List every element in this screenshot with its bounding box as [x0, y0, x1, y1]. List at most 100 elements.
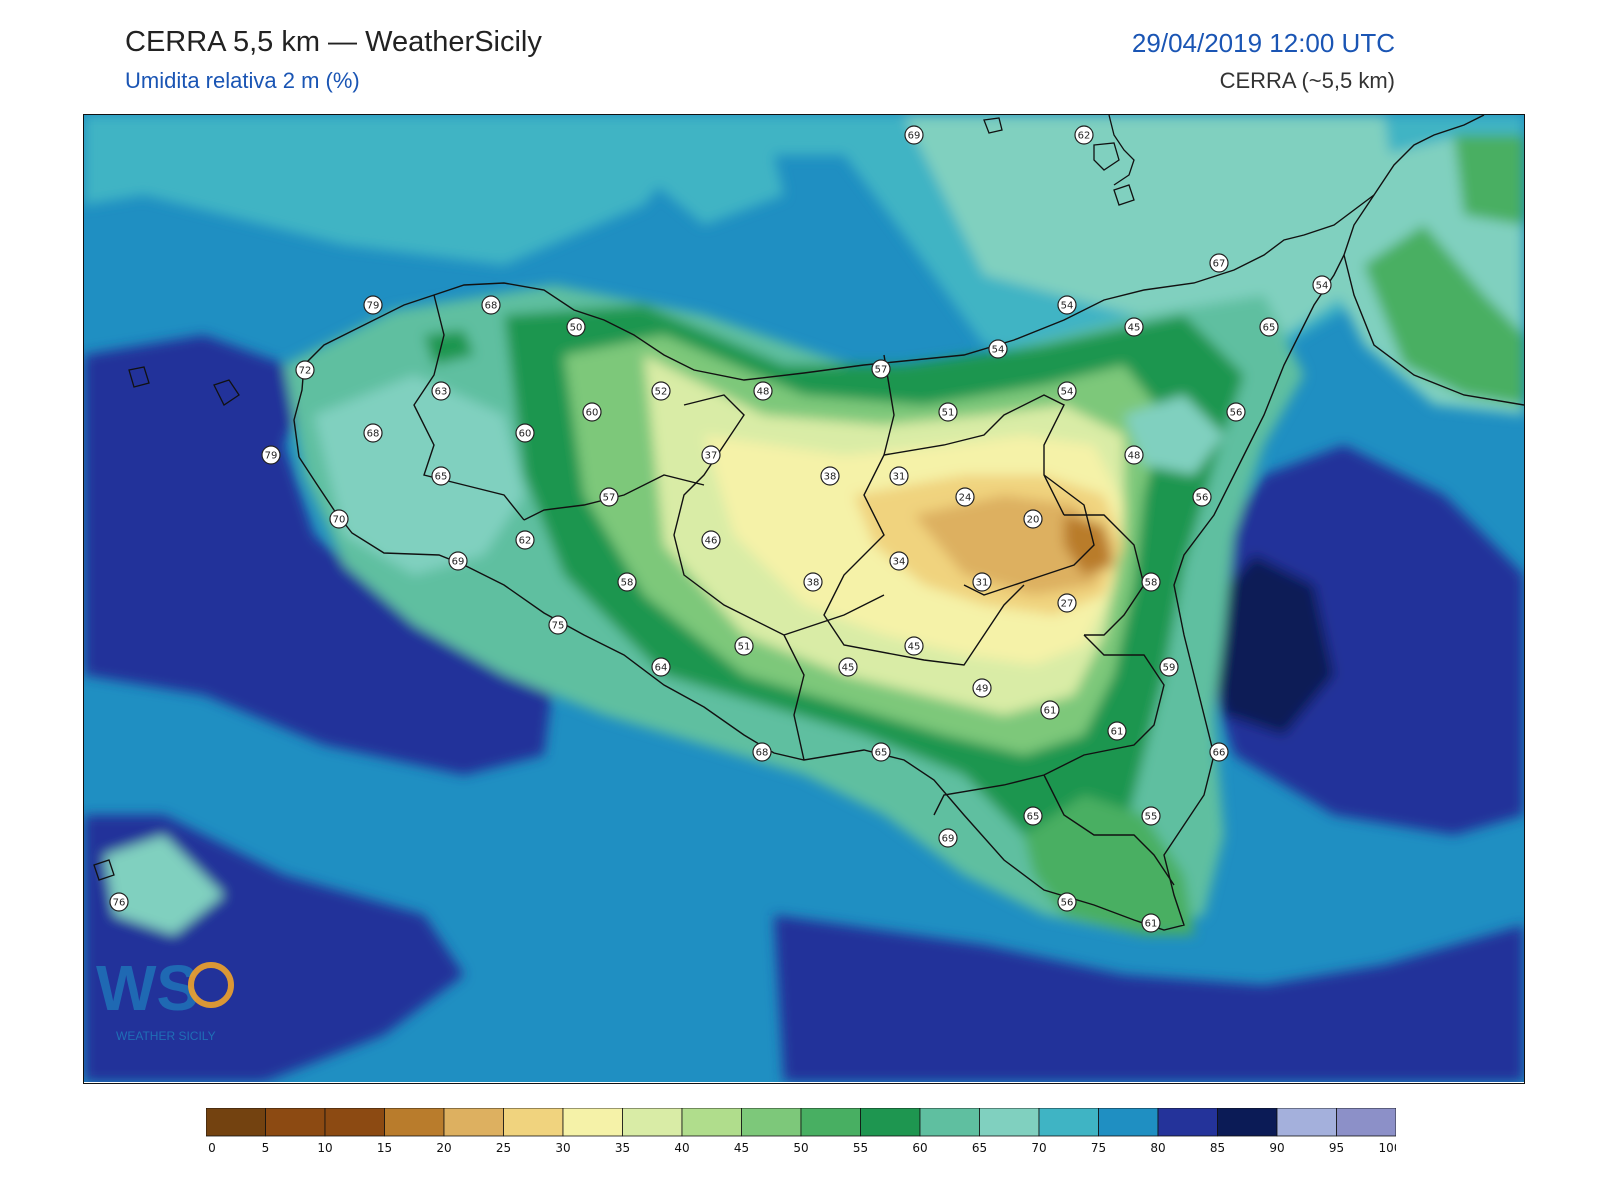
station-label: 54 — [1313, 276, 1331, 294]
station-label: 75 — [549, 616, 567, 634]
station-label: 66 — [1210, 743, 1228, 761]
station-value: 60 — [586, 408, 599, 419]
colorbar-swatch — [1218, 1108, 1278, 1136]
station-value: 20 — [1027, 515, 1040, 526]
station-label: 24 — [956, 488, 974, 506]
station-value: 62 — [519, 536, 532, 547]
station-label: 50 — [567, 318, 585, 336]
station-value: 38 — [824, 472, 837, 483]
colorbar-swatch — [1099, 1108, 1159, 1136]
station-label: 56 — [1193, 488, 1211, 506]
station-label: 61 — [1041, 701, 1059, 719]
station-value: 60 — [519, 429, 532, 440]
station-value: 66 — [1213, 748, 1226, 759]
station-value: 76 — [113, 898, 126, 909]
station-value: 67 — [1213, 259, 1226, 270]
colorbar-swatch — [206, 1108, 266, 1136]
colorbar-tick-label: 50 — [793, 1141, 808, 1155]
station-label: 62 — [1075, 126, 1093, 144]
station-label: 56 — [1227, 403, 1245, 421]
station-value: 65 — [875, 748, 888, 759]
station-label: 69 — [449, 552, 467, 570]
colorbar-ticks: 0 5 10 15 20 25 30 35 40 45 50 55 60 65 70 75 80 85 90 95 10… — [208, 1141, 1396, 1155]
colorbar-swatch — [980, 1108, 1040, 1136]
station-value: 58 — [621, 578, 634, 589]
colorbar-swatch — [682, 1108, 742, 1136]
colorbar-tick-label: 15 — [377, 1141, 392, 1155]
station-label: 64 — [652, 658, 670, 676]
colorbar-swatch — [742, 1108, 802, 1136]
colorbar-swatch — [563, 1108, 623, 1136]
station-label: 51 — [735, 637, 753, 655]
logo-text: WEATHER SICILY — [116, 1029, 216, 1043]
station-value: 38 — [807, 578, 820, 589]
station-value: 46 — [705, 536, 718, 547]
station-label: 60 — [583, 403, 601, 421]
station-value: 56 — [1230, 408, 1243, 419]
station-label: 31 — [890, 467, 908, 485]
colorbar-tick-label: 0 — [208, 1141, 216, 1155]
station-value: 45 — [842, 663, 855, 674]
station-label: 60 — [516, 424, 534, 442]
colorbar-swatches — [206, 1108, 1396, 1136]
station-label: 49 — [973, 679, 991, 697]
colorbar-swatch — [1039, 1108, 1099, 1136]
station-value: 61 — [1111, 727, 1124, 738]
logo-mark: WS — [96, 952, 199, 1024]
colorbar-tick-label: 40 — [674, 1141, 689, 1155]
station-label: 46 — [702, 531, 720, 549]
station-value: 45 — [1128, 323, 1141, 334]
station-value: 65 — [1263, 323, 1276, 334]
station-value: 24 — [959, 493, 972, 504]
station-value: 54 — [1061, 387, 1074, 398]
station-value: 49 — [976, 684, 989, 695]
station-value: 48 — [1128, 451, 1141, 462]
station-label: 76 — [110, 893, 128, 911]
station-value: 52 — [655, 387, 668, 398]
station-label: 20 — [1024, 510, 1042, 528]
station-value: 57 — [603, 493, 616, 504]
station-value: 62 — [1078, 131, 1091, 142]
station-label: 70 — [330, 510, 348, 528]
station-value: 61 — [1145, 919, 1158, 930]
colorbar-tick-label: 10 — [317, 1141, 332, 1155]
colorbar-tick-label: 35 — [615, 1141, 630, 1155]
station-label: 65 — [1024, 807, 1042, 825]
colorbar-swatch — [325, 1108, 385, 1136]
station-value: 57 — [875, 365, 888, 376]
station-label: 65 — [872, 743, 890, 761]
station-value: 64 — [655, 663, 668, 674]
humidity-map[interactable]: 69 62 67 54 79 68 50 54 45 65 72 54 63 52 48 57 54 60 51 56… — [83, 114, 1525, 1084]
valid-datetime: 29/04/2019 12:00 UTC — [1132, 28, 1395, 59]
station-label: 67 — [1210, 254, 1228, 272]
colorbar-tick-label: 45 — [734, 1141, 749, 1155]
station-value: 70 — [333, 515, 346, 526]
station-label: 61 — [1142, 914, 1160, 932]
station-value: 48 — [757, 387, 770, 398]
station-value: 58 — [1145, 578, 1158, 589]
station-value: 68 — [756, 748, 769, 759]
colorbar-tick-label: 65 — [972, 1141, 987, 1155]
station-label: 52 — [652, 382, 670, 400]
station-label: 62 — [516, 531, 534, 549]
station-label: 57 — [872, 360, 890, 378]
colorbar-swatch — [1277, 1108, 1337, 1136]
station-value: 75 — [552, 621, 565, 632]
station-value: 68 — [367, 429, 380, 440]
station-label: 72 — [296, 361, 314, 379]
station-label: 54 — [989, 340, 1007, 358]
station-label: 65 — [432, 467, 450, 485]
station-value: 72 — [299, 366, 312, 377]
station-label: 38 — [821, 467, 839, 485]
station-value: 69 — [452, 557, 465, 568]
station-label: 31 — [973, 573, 991, 591]
colorbar-swatch — [1158, 1108, 1218, 1136]
colorbar-tick-label: 70 — [1031, 1141, 1046, 1155]
station-label: 69 — [905, 126, 923, 144]
station-label: 57 — [600, 488, 618, 506]
station-label: 58 — [1142, 573, 1160, 591]
station-label: 68 — [753, 743, 771, 761]
variable-subtitle: Umidita relativa 2 m (%) — [125, 68, 360, 94]
colorbar-swatch — [385, 1108, 445, 1136]
station-value: 59 — [1163, 663, 1176, 674]
